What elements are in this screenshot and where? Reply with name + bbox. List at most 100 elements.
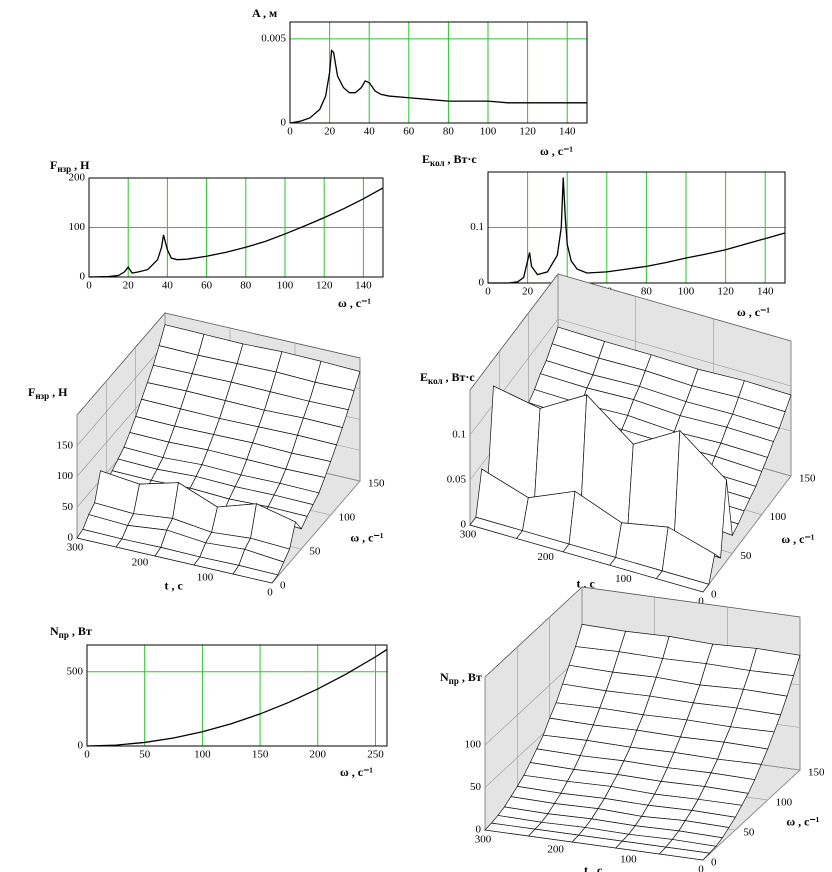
label-unit: , Вт·с [445, 152, 478, 166]
label-sub: кол [430, 158, 445, 168]
data-line [86, 648, 388, 747]
x-tick-label: 0 [287, 126, 293, 138]
surface-cell [655, 570, 710, 593]
y-tick-label: 0.1 [470, 221, 484, 233]
grid-line [702, 769, 801, 861]
z-tick-label: 0 [461, 519, 467, 531]
label-base: E [420, 370, 428, 384]
x-axis-label: ω , c⁻¹ [540, 144, 573, 158]
omega-tick-label: 50 [743, 827, 755, 839]
data-line [88, 187, 384, 278]
y-tick-label: 0 [281, 117, 287, 129]
omega-tick-label: 100 [339, 512, 356, 524]
label-sub: нзр [57, 164, 71, 174]
omega-tick-label: 100 [770, 511, 787, 523]
plot-frame [88, 177, 384, 278]
label-base: N [440, 670, 449, 684]
axis-label: Nпр , Вт [440, 670, 482, 686]
x-axis-label: ω , c⁻¹ [340, 765, 373, 779]
t-tick-label: 300 [475, 834, 492, 846]
x-tick-label: 0 [84, 749, 90, 761]
label-unit: , Вт [459, 670, 482, 684]
x-tick-label: 120 [519, 126, 536, 138]
grid-line [557, 318, 792, 387]
t-tick-label: 0 [698, 596, 704, 608]
z-tick-label: 100 [57, 470, 74, 482]
x-tick-label: 100 [480, 126, 497, 138]
label-unit: , Вт [69, 624, 92, 638]
x-tick-label: 250 [367, 749, 384, 761]
plot-area [289, 21, 588, 124]
axis-label: A , м [252, 6, 277, 20]
z-tick-label: 0 [68, 532, 74, 544]
x-tick-label: 0 [86, 280, 92, 292]
omega-tick-label: 50 [309, 546, 321, 558]
omega-axis-label: ω , c⁻¹ [350, 531, 383, 545]
x-tick-label: 140 [757, 286, 774, 298]
label-base: F [50, 158, 57, 172]
z-tick-label: 0.1 [452, 429, 466, 441]
omega-axis-label: ω , c⁻¹ [781, 532, 814, 546]
x-tick-label: 150 [252, 749, 269, 761]
t-tick-label: 200 [547, 844, 564, 856]
x-tick-label: 20 [324, 126, 336, 138]
x-tick-label: 80 [240, 280, 252, 292]
x-tick-label: 40 [162, 280, 174, 292]
label-unit: , Вт·с [443, 370, 476, 384]
plot-frame [487, 171, 786, 284]
x-tick-label: 40 [364, 126, 376, 138]
x-tick-label: 80 [641, 286, 653, 298]
y-tick-label: 0 [78, 740, 84, 752]
axis-label: Fнзр , Н [50, 158, 90, 174]
x-tick-label: 100 [194, 749, 211, 761]
surface-cell [658, 846, 711, 861]
x-axis-label: ω , c⁻¹ [737, 305, 770, 319]
x-tick-label: 20 [123, 280, 135, 292]
grid-line [469, 318, 559, 436]
plot-frame [289, 21, 588, 124]
omega-tick-label: 0 [280, 580, 286, 592]
t-axis-label: t , c [584, 863, 603, 872]
x-tick-label: 50 [139, 749, 151, 761]
plot-area [86, 644, 388, 747]
y-tick-label: 500 [67, 665, 84, 677]
label-base: E [422, 152, 430, 166]
x-tick-label: 0 [485, 286, 491, 298]
t-tick-label: 0 [698, 864, 704, 872]
label-base: F [28, 385, 35, 399]
plot-frame [86, 644, 388, 747]
y-tick-label: 0 [479, 277, 485, 289]
omega-tick-label: 0 [711, 589, 717, 601]
grid-line [702, 475, 792, 593]
omega-tick-label: 150 [368, 478, 385, 490]
z-tick-label: 50 [62, 501, 74, 513]
z-tick-label: 100 [465, 739, 482, 751]
data-line [289, 49, 587, 124]
label-sub: нзр [35, 391, 49, 401]
t-tick-label: 100 [615, 573, 632, 585]
x-tick-label: 200 [310, 749, 327, 761]
x-axis-label: ω , c⁻¹ [338, 296, 371, 310]
omega-tick-label: 150 [799, 473, 816, 485]
surface-cell [232, 564, 279, 584]
label-sub: пр [449, 676, 459, 686]
y-tick-label: 200 [69, 172, 86, 184]
data-line [488, 177, 786, 284]
surface-cell [133, 482, 179, 519]
t-tick-label: 100 [197, 572, 214, 584]
grid-line [484, 654, 583, 746]
label-sub: кол [428, 376, 443, 386]
label-unit: , Н [49, 385, 68, 399]
axis-label: Nпр , Вт [50, 624, 92, 640]
label-sub: пр [59, 630, 69, 640]
t-tick-label: 0 [267, 587, 273, 599]
label-base: N [50, 624, 59, 638]
x-tick-label: 100 [678, 286, 695, 298]
t-axis-label: t , c [577, 576, 596, 590]
axis-label: Eкол , Вт·с [420, 370, 475, 386]
z-tick-label: 0.05 [447, 474, 467, 486]
t-tick-label: 300 [67, 542, 84, 554]
omega-tick-label: 100 [776, 797, 793, 809]
axis-label: Eкол , Вт·с [422, 152, 477, 168]
